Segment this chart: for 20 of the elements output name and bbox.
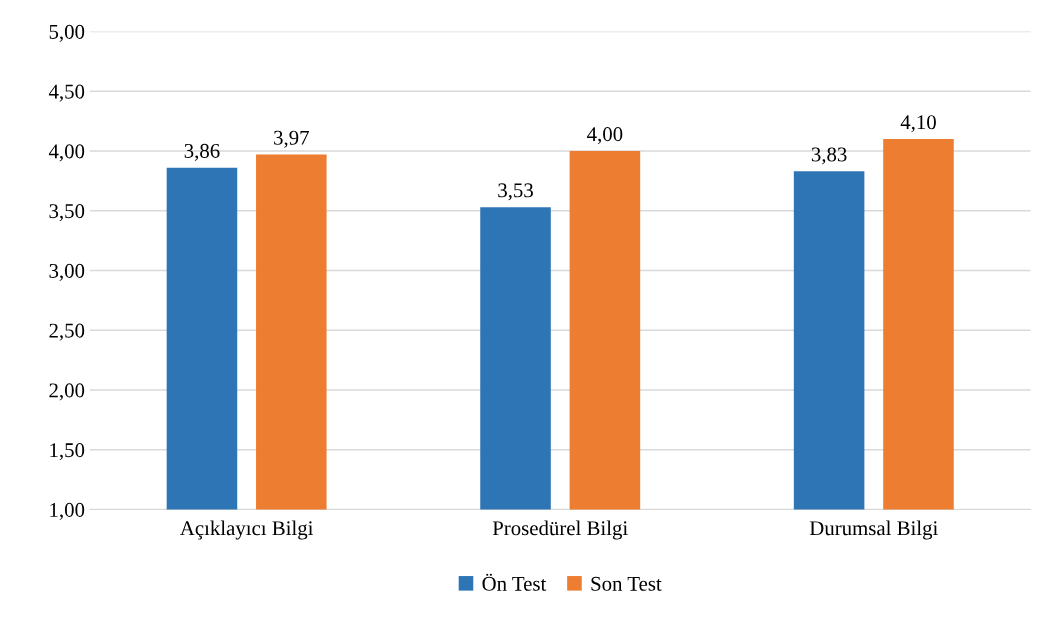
y-tick-label: 3,00: [49, 263, 85, 281]
y-tick-label: 5,00: [49, 24, 85, 42]
legend-label: Son Test: [591, 576, 662, 591]
y-tick-label: 1,50: [50, 443, 85, 461]
legend-label: Ön Test: [482, 573, 547, 591]
y-tick-label: 1,00: [50, 502, 85, 520]
data-label: 3,53: [498, 183, 533, 201]
data-label: 4,10: [900, 115, 936, 133]
data-label: 3,86: [184, 143, 220, 161]
data-label: 3,97: [274, 130, 309, 148]
y-tick-label: 2,00: [49, 383, 85, 401]
x-tick-label: Durumsal Bilgi: [809, 520, 938, 540]
data-label: 3,83: [811, 147, 847, 165]
y-tick-label: 3,50: [49, 204, 85, 222]
y-tick-label: 2,50: [49, 323, 85, 341]
data-label: 4,00: [587, 127, 623, 145]
y-tick-label: 4,00: [48, 144, 85, 162]
x-tick-label: Açıklayıcı Bilgi: [180, 520, 314, 540]
y-tick-label: 4,50: [48, 84, 85, 102]
x-tick-label: Prosedürel Bilgi: [492, 520, 628, 540]
